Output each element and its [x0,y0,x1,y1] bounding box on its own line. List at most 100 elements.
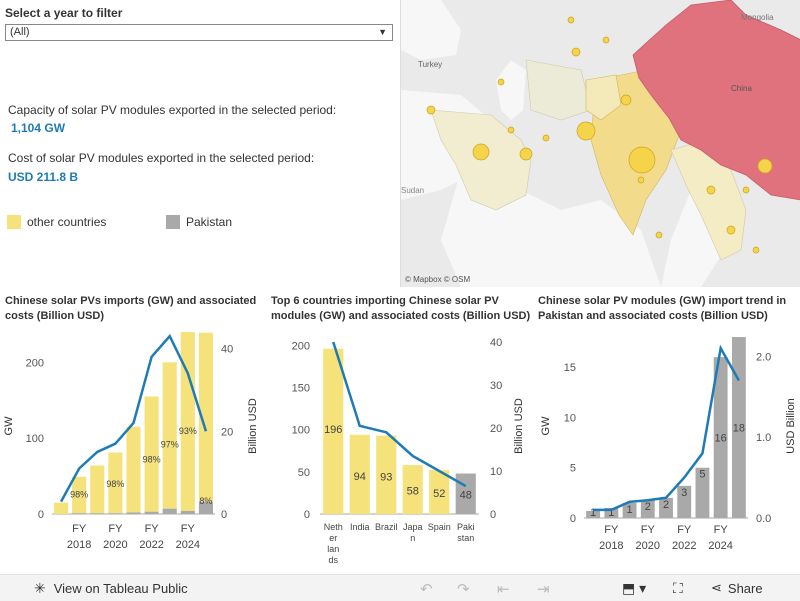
chart3-bar[interactable] [604,507,619,518]
chart1-bar-pakistan[interactable] [126,512,141,514]
chart1-bar-other[interactable] [198,332,214,502]
bubble-oman[interactable] [542,134,550,142]
chart1-bar-other[interactable] [108,452,123,514]
chart1-bar-pakistan[interactable] [162,508,177,514]
chart3-bar[interactable] [713,357,728,518]
chart2-cost-line [332,341,467,488]
tableau-footer: ✳ View on Tableau Public ↶ ↷ ⇤ ⇥ ⬒ ▾ ⛶ ⋖… [0,574,800,601]
chart1-bar-pakistan[interactable] [144,511,159,514]
chart1-svg[interactable]: GW Billion USD01002000204098%98%98%97%93%… [0,326,266,574]
bubble-sri-lanka-n[interactable] [637,176,645,184]
bubble-afghanistan[interactable] [620,94,632,106]
undo-button[interactable]: ↶ [420,580,433,598]
map-label-turkey: Turkey [418,60,442,69]
chart2-y2tick: 20 [490,423,502,435]
chart2-xtick: ds [328,555,338,565]
map-attribution[interactable]: © Mapbox © OSM [405,275,470,284]
chart3-title: Chinese solar PV modules (GW) import tre… [538,295,787,322]
bubble-india[interactable] [628,146,656,174]
chart2-bar-label: 196 [324,424,342,436]
pause-button[interactable]: ⇥ [537,580,550,598]
bubble-kazakhstan[interactable] [602,36,610,44]
chart1-xtick-bottom: 2022 [139,539,163,551]
bubble-uae[interactable] [519,147,533,161]
chart3-bar[interactable] [622,502,637,518]
chart2-xtick: India [350,522,370,532]
chart2-bar[interactable] [349,434,370,514]
legend-label-pakistan: Pakistan [186,215,233,229]
chart1-bar-pakistan[interactable] [90,513,105,514]
cost-value: USD 211.8 B [8,170,79,184]
download-button[interactable]: ⬒ ▾ [622,580,646,597]
bubble-pakistan[interactable] [576,121,596,141]
chart2-y2tick: 0 [490,509,496,521]
chart1-bar-other[interactable] [162,362,177,509]
redo-button[interactable]: ↷ [457,580,470,598]
chart3-bar[interactable] [586,510,601,518]
chart1-bar-pakistan[interactable] [72,513,87,514]
year-filter-dropdown[interactable]: (All) ▼ [5,24,393,41]
bubble-iraq[interactable] [497,78,505,86]
chart3-bar[interactable] [695,467,710,518]
bubble-sri-lanka[interactable] [655,231,663,239]
chart1-bar-pakistan[interactable] [198,501,214,514]
chart1-xtick-top: FY [145,523,160,535]
chart3-ytick: 15 [564,362,576,374]
bubble-kuwait[interactable] [507,126,515,134]
chart2-bar[interactable] [323,348,344,514]
bubble-indonesia[interactable] [752,246,760,254]
chart1-bar-other[interactable] [126,426,141,513]
chart1-bar-pakistan[interactable] [180,510,195,514]
chart1-bar-other[interactable] [144,396,159,512]
view-on-tableau-link[interactable]: ✳ View on Tableau Public [34,580,188,597]
legend-item-pakistan[interactable]: Pakistan [166,215,232,229]
chart1-bar-other[interactable] [53,502,69,514]
chart2-svg[interactable]: Billion USD 0 50 100 150 200 0 10 20 30 40 196 94 93 5… [266,326,532,574]
chart3-bar-label: 18 [733,423,745,435]
chart3-xtick-top: FY [677,524,692,536]
chart2-xtick: Spain [428,522,451,532]
revert-button[interactable]: ⇤ [497,580,510,598]
chart3-xtick-bottom: 2022 [672,540,696,552]
map-view[interactable]: Mongolia Turkey China Sudan © Mapbox © O… [400,0,800,287]
bubble-malaysia[interactable] [726,225,736,235]
share-button[interactable]: ⋖ Share [711,580,763,596]
chart2-xtick: stan [457,533,474,543]
chart3-xtick-top: FY [714,524,729,536]
bubble-russia[interactable] [567,16,575,24]
chart1-ytick: 100 [26,433,44,445]
chart3-bar[interactable] [731,337,746,518]
chart3-bar[interactable] [640,499,655,518]
bubble-cambodia[interactable] [742,186,750,194]
bubble-saudi[interactable] [472,143,490,161]
chart3-bar[interactable] [659,497,673,518]
chart2-ytick: 50 [298,467,310,479]
chart1-bar-pakistan[interactable] [108,513,123,514]
bubble-egypt[interactable] [426,105,436,115]
chart3-xtick-top: FY [641,524,656,536]
chart2-bar-label: 94 [354,471,366,483]
legend-item-other[interactable]: other countries [7,215,106,229]
chart2-xtick: Neth [324,522,343,532]
share-icon: ⋖ [711,580,722,595]
china-region [632,0,800,201]
chart1-bar-label: 98% [143,454,161,464]
chart3-bar[interactable] [677,485,692,518]
chart2-bar[interactable] [402,465,423,514]
chart3-xtick-bottom: 2024 [708,540,732,552]
chart1-bar-other[interactable] [180,332,195,511]
chart2-ytick: 100 [292,425,310,437]
chart2-bar[interactable] [376,435,397,514]
chart1-bar-other[interactable] [72,476,87,514]
fullscreen-button[interactable]: ⛶ [673,580,683,597]
fullscreen-icon: ⛶ [673,580,683,596]
bubble-thailand[interactable] [706,185,716,195]
chart3-y2tick: 0.0 [756,513,771,525]
bubble-uzbekistan[interactable] [571,47,581,57]
chart1-bar-other[interactable] [90,465,105,514]
chart1-bar-label: 98% [70,490,88,500]
chart2-bar[interactable] [429,470,450,514]
chart2-xtick: n [410,533,415,543]
bubble-vietnam[interactable] [757,158,773,174]
